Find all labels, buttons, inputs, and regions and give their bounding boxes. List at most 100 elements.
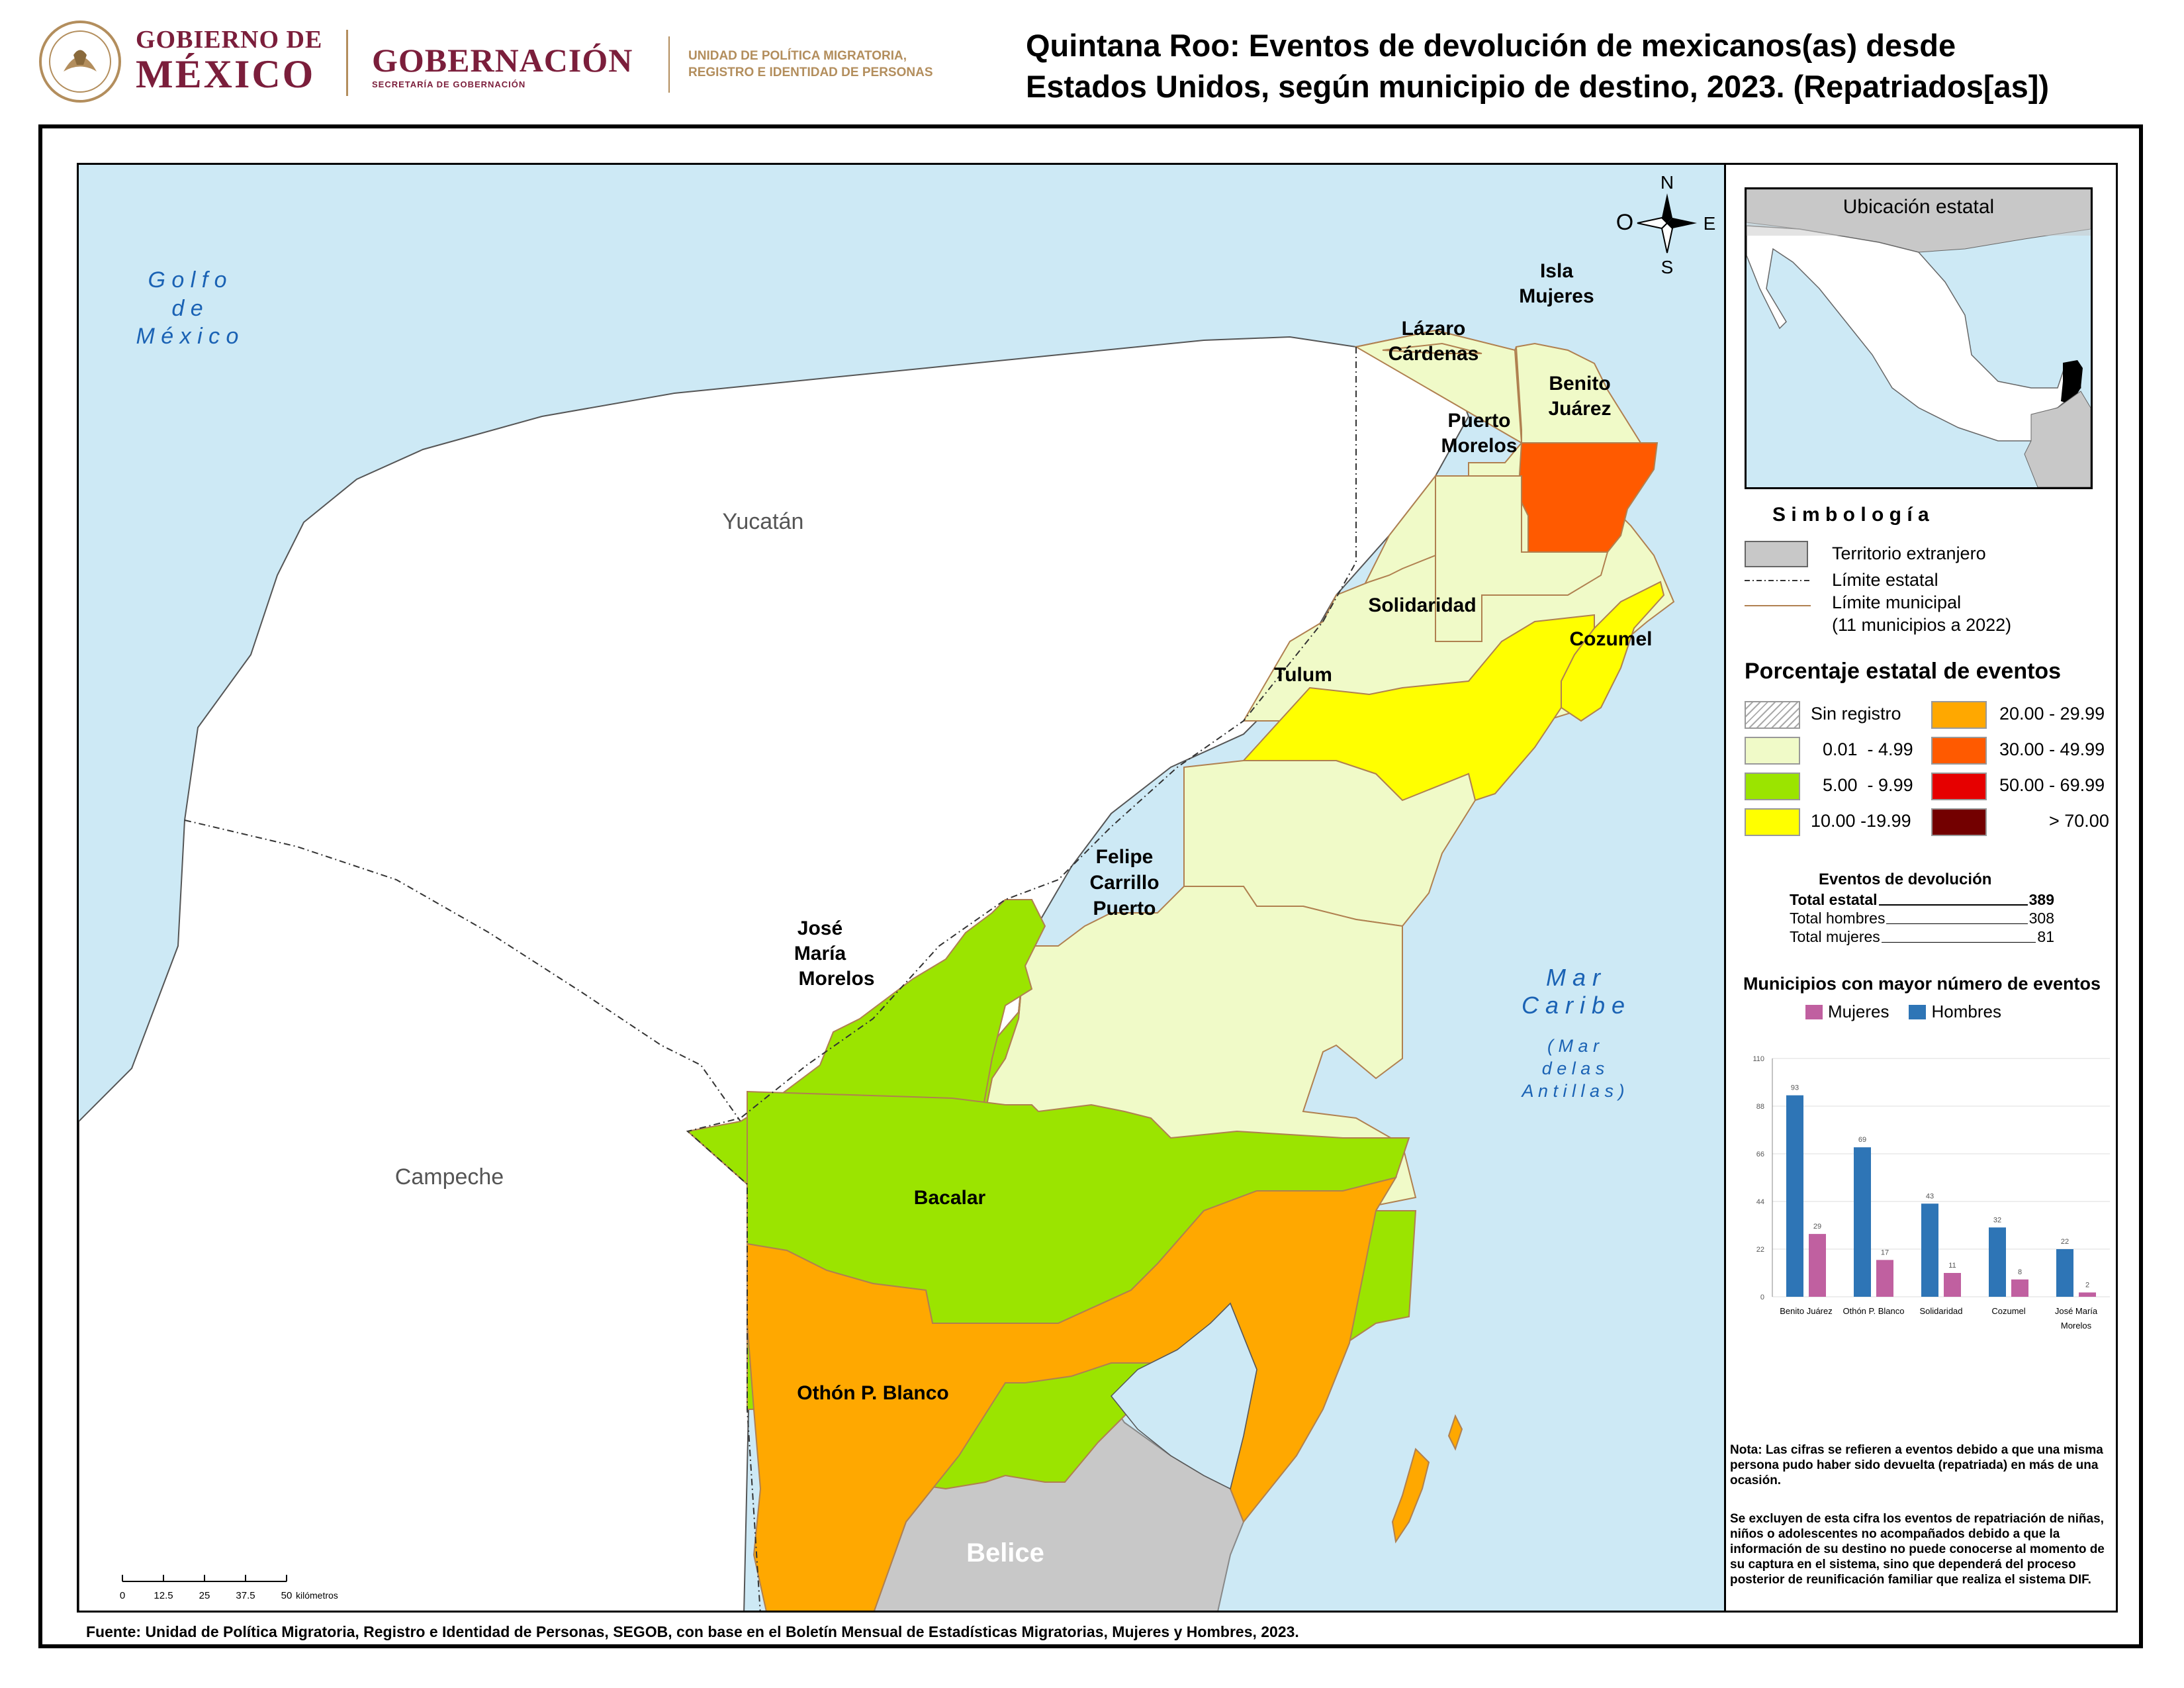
label-tulum: Tulum xyxy=(1274,664,1332,686)
legend-mujeres-swatch xyxy=(1805,1004,1823,1019)
label-cozumel: Cozumel xyxy=(1569,628,1652,650)
class-swatch-2 xyxy=(1745,737,1800,765)
class-label-5: 50.00 - 69.99 xyxy=(1999,775,2105,795)
class-swatch-6 xyxy=(1745,808,1800,836)
total-row-1: Total hombres 308 xyxy=(1790,909,2054,927)
y-tick-label: 88 xyxy=(1756,1103,1764,1111)
class-swatch-7 xyxy=(1931,808,1987,836)
category-label: Cozumel xyxy=(1991,1306,2025,1316)
bar-hombres xyxy=(2056,1249,2073,1297)
chart-legend: Mujeres Hombres xyxy=(1805,1002,2001,1022)
simbologia-title: S i m b o l o g í a xyxy=(1772,504,1929,526)
label-felipe-3: Puerto xyxy=(1093,898,1156,919)
inset-map: Ubicación estatal xyxy=(1745,187,2093,489)
chinchorro-islands xyxy=(1391,1414,1463,1544)
label-golfo-3: M é x i c o xyxy=(136,324,239,349)
label-bacalar: Bacalar xyxy=(914,1187,986,1209)
compass-rose-icon: N S E O xyxy=(1616,172,1716,277)
label-puerto-morelos-2: Morelos xyxy=(1441,435,1517,457)
header: GOBIERNO DE MÉXICO GOBERNACIÓN SECRETARÍ… xyxy=(0,0,2184,119)
label-felipe-2: Carrillo xyxy=(1089,872,1159,894)
class-label-3: 30.00 - 49.99 xyxy=(1999,739,2105,759)
logo-gobierno-line2: MÉXICO xyxy=(136,52,316,96)
bar-value-label: 8 xyxy=(2018,1268,2022,1276)
bar-value-label: 2 xyxy=(2085,1281,2089,1289)
scale-tick-0: 0 xyxy=(120,1590,125,1601)
scale-tick-1: 12.5 xyxy=(154,1590,173,1601)
class-label-4: 5.00 - 9.99 xyxy=(1823,775,1913,795)
porcentaje-title: Porcentaje estatal de eventos xyxy=(1745,659,2062,684)
map-svg: Yucatán Campeche Belice G o l f o d e M … xyxy=(79,165,1724,1611)
label-isla-mujeres-2: Mujeres xyxy=(1519,285,1594,307)
label-antillas-1: ( M a r xyxy=(1547,1036,1600,1056)
title-line2: Estados Unidos, según municipio de desti… xyxy=(1026,69,2050,104)
class-label-0: Sin registro xyxy=(1811,704,1901,724)
compass-e: E xyxy=(1704,213,1716,234)
bar-mujeres xyxy=(2011,1279,2028,1297)
bar-chart: 0 22 44 66 88 110 93 29 Benito Juárez 69 17 Othón P… xyxy=(1752,1055,2110,1331)
outer-frame xyxy=(38,124,2143,1648)
legend-municipal-label: Límite municipal xyxy=(1832,592,1962,612)
totals-table: Total estatal 389 Total hombres 308 Tota… xyxy=(1790,890,2054,946)
label-golfo-2: d e xyxy=(171,296,203,321)
label-lazaro-2: Cárdenas xyxy=(1388,343,1479,365)
compass-n: N xyxy=(1661,172,1674,193)
note-1: Nota: Las cifras se refieren a eventos d… xyxy=(1730,1443,2103,1487)
bar-value-label: 11 xyxy=(1948,1262,1956,1270)
label-jmm-3: Morelos xyxy=(798,968,874,990)
scale-tick-2: 25 xyxy=(199,1590,210,1601)
label-felipe-1: Felipe xyxy=(1096,846,1154,868)
y-tick-label: 110 xyxy=(1752,1055,1764,1063)
bar-hombres xyxy=(1854,1147,1871,1297)
label-puerto-morelos-1: Puerto xyxy=(1447,410,1510,432)
bar-hombres xyxy=(1786,1095,1803,1297)
bar-mujeres xyxy=(1809,1234,1826,1297)
scale-unit: kilómetros xyxy=(296,1590,338,1601)
sidebar: Ubicación estatal S i m b o l o g í a Te… xyxy=(1726,163,2118,1613)
bar-value-label: 32 xyxy=(1993,1216,2001,1224)
legend-foreign-label: Territorio extranjero xyxy=(1832,543,1986,563)
bar-value-label: 22 xyxy=(2061,1238,2069,1246)
total-label: Total mujeres xyxy=(1790,928,1880,945)
chart-title: Municipios con mayor número de eventos xyxy=(1743,974,2101,994)
legend-mujeres-label: Mujeres xyxy=(1828,1002,1889,1021)
label-jmm-1: José xyxy=(797,917,842,939)
class-swatch-3 xyxy=(1931,737,1987,765)
mun-puerto-morelos xyxy=(1435,475,1609,642)
total-row-0: Total estatal 389 xyxy=(1790,890,2054,909)
category-label: Othón P. Blanco xyxy=(1843,1306,1905,1316)
legend-foreign-swatch xyxy=(1745,541,1808,567)
bar-hombres xyxy=(1921,1203,1938,1297)
state-boundary-qroo xyxy=(686,347,1357,1611)
total-label: Total hombres xyxy=(1790,910,1886,927)
title-line1: Quintana Roo: Eventos de devolución de m… xyxy=(1026,28,1956,63)
y-tick-label: 66 xyxy=(1756,1150,1764,1158)
note-2: Se excluyen de esta cifra los eventos de… xyxy=(1730,1512,2105,1587)
label-belice: Belice xyxy=(966,1538,1044,1568)
bar-hombres xyxy=(1989,1227,2006,1297)
label-antillas-2: d e l a s xyxy=(1542,1058,1605,1078)
logo-gobierno-line1: GOBIERNO DE xyxy=(136,26,323,54)
bay-chetumal xyxy=(1110,1302,1257,1490)
legend-municipal-note: (11 municipios a 2022) xyxy=(1832,615,2012,635)
total-value: 81 xyxy=(2037,928,2054,945)
legend-hombres-swatch xyxy=(1909,1004,1927,1019)
class-label-7: > 70.00 xyxy=(2049,811,2109,831)
legend-state-line xyxy=(1745,580,1811,581)
label-caribe-2: C a r i b e xyxy=(1522,992,1625,1019)
label-yucatan: Yucatán xyxy=(723,509,804,534)
label-campeche: Campeche xyxy=(395,1164,504,1190)
y-tick-label: 0 xyxy=(1760,1293,1764,1301)
scale-bar: 0 12.5 25 37.5 50 kilómetros xyxy=(120,1575,338,1601)
label-lazaro-1: Lázaro xyxy=(1402,318,1466,340)
label-isla-mujeres-1: Isla xyxy=(1540,260,1573,282)
label-antillas-3: A n t i l l a s ) xyxy=(1520,1081,1624,1101)
logo-unidad-line1: UNIDAD DE POLÍTICA MIGRATORIA, xyxy=(688,49,907,63)
total-label: Total estatal xyxy=(1790,891,1878,908)
label-benito-2: Juárez xyxy=(1548,398,1611,420)
holbox-island xyxy=(1382,342,1482,354)
source-note: Fuente: Unidad de Política Migratoria, R… xyxy=(86,1623,1299,1640)
class-swatch-1 xyxy=(1931,701,1987,729)
legend-hombres-label: Hombres xyxy=(1931,1002,2001,1021)
y-tick-label: 44 xyxy=(1756,1198,1764,1206)
